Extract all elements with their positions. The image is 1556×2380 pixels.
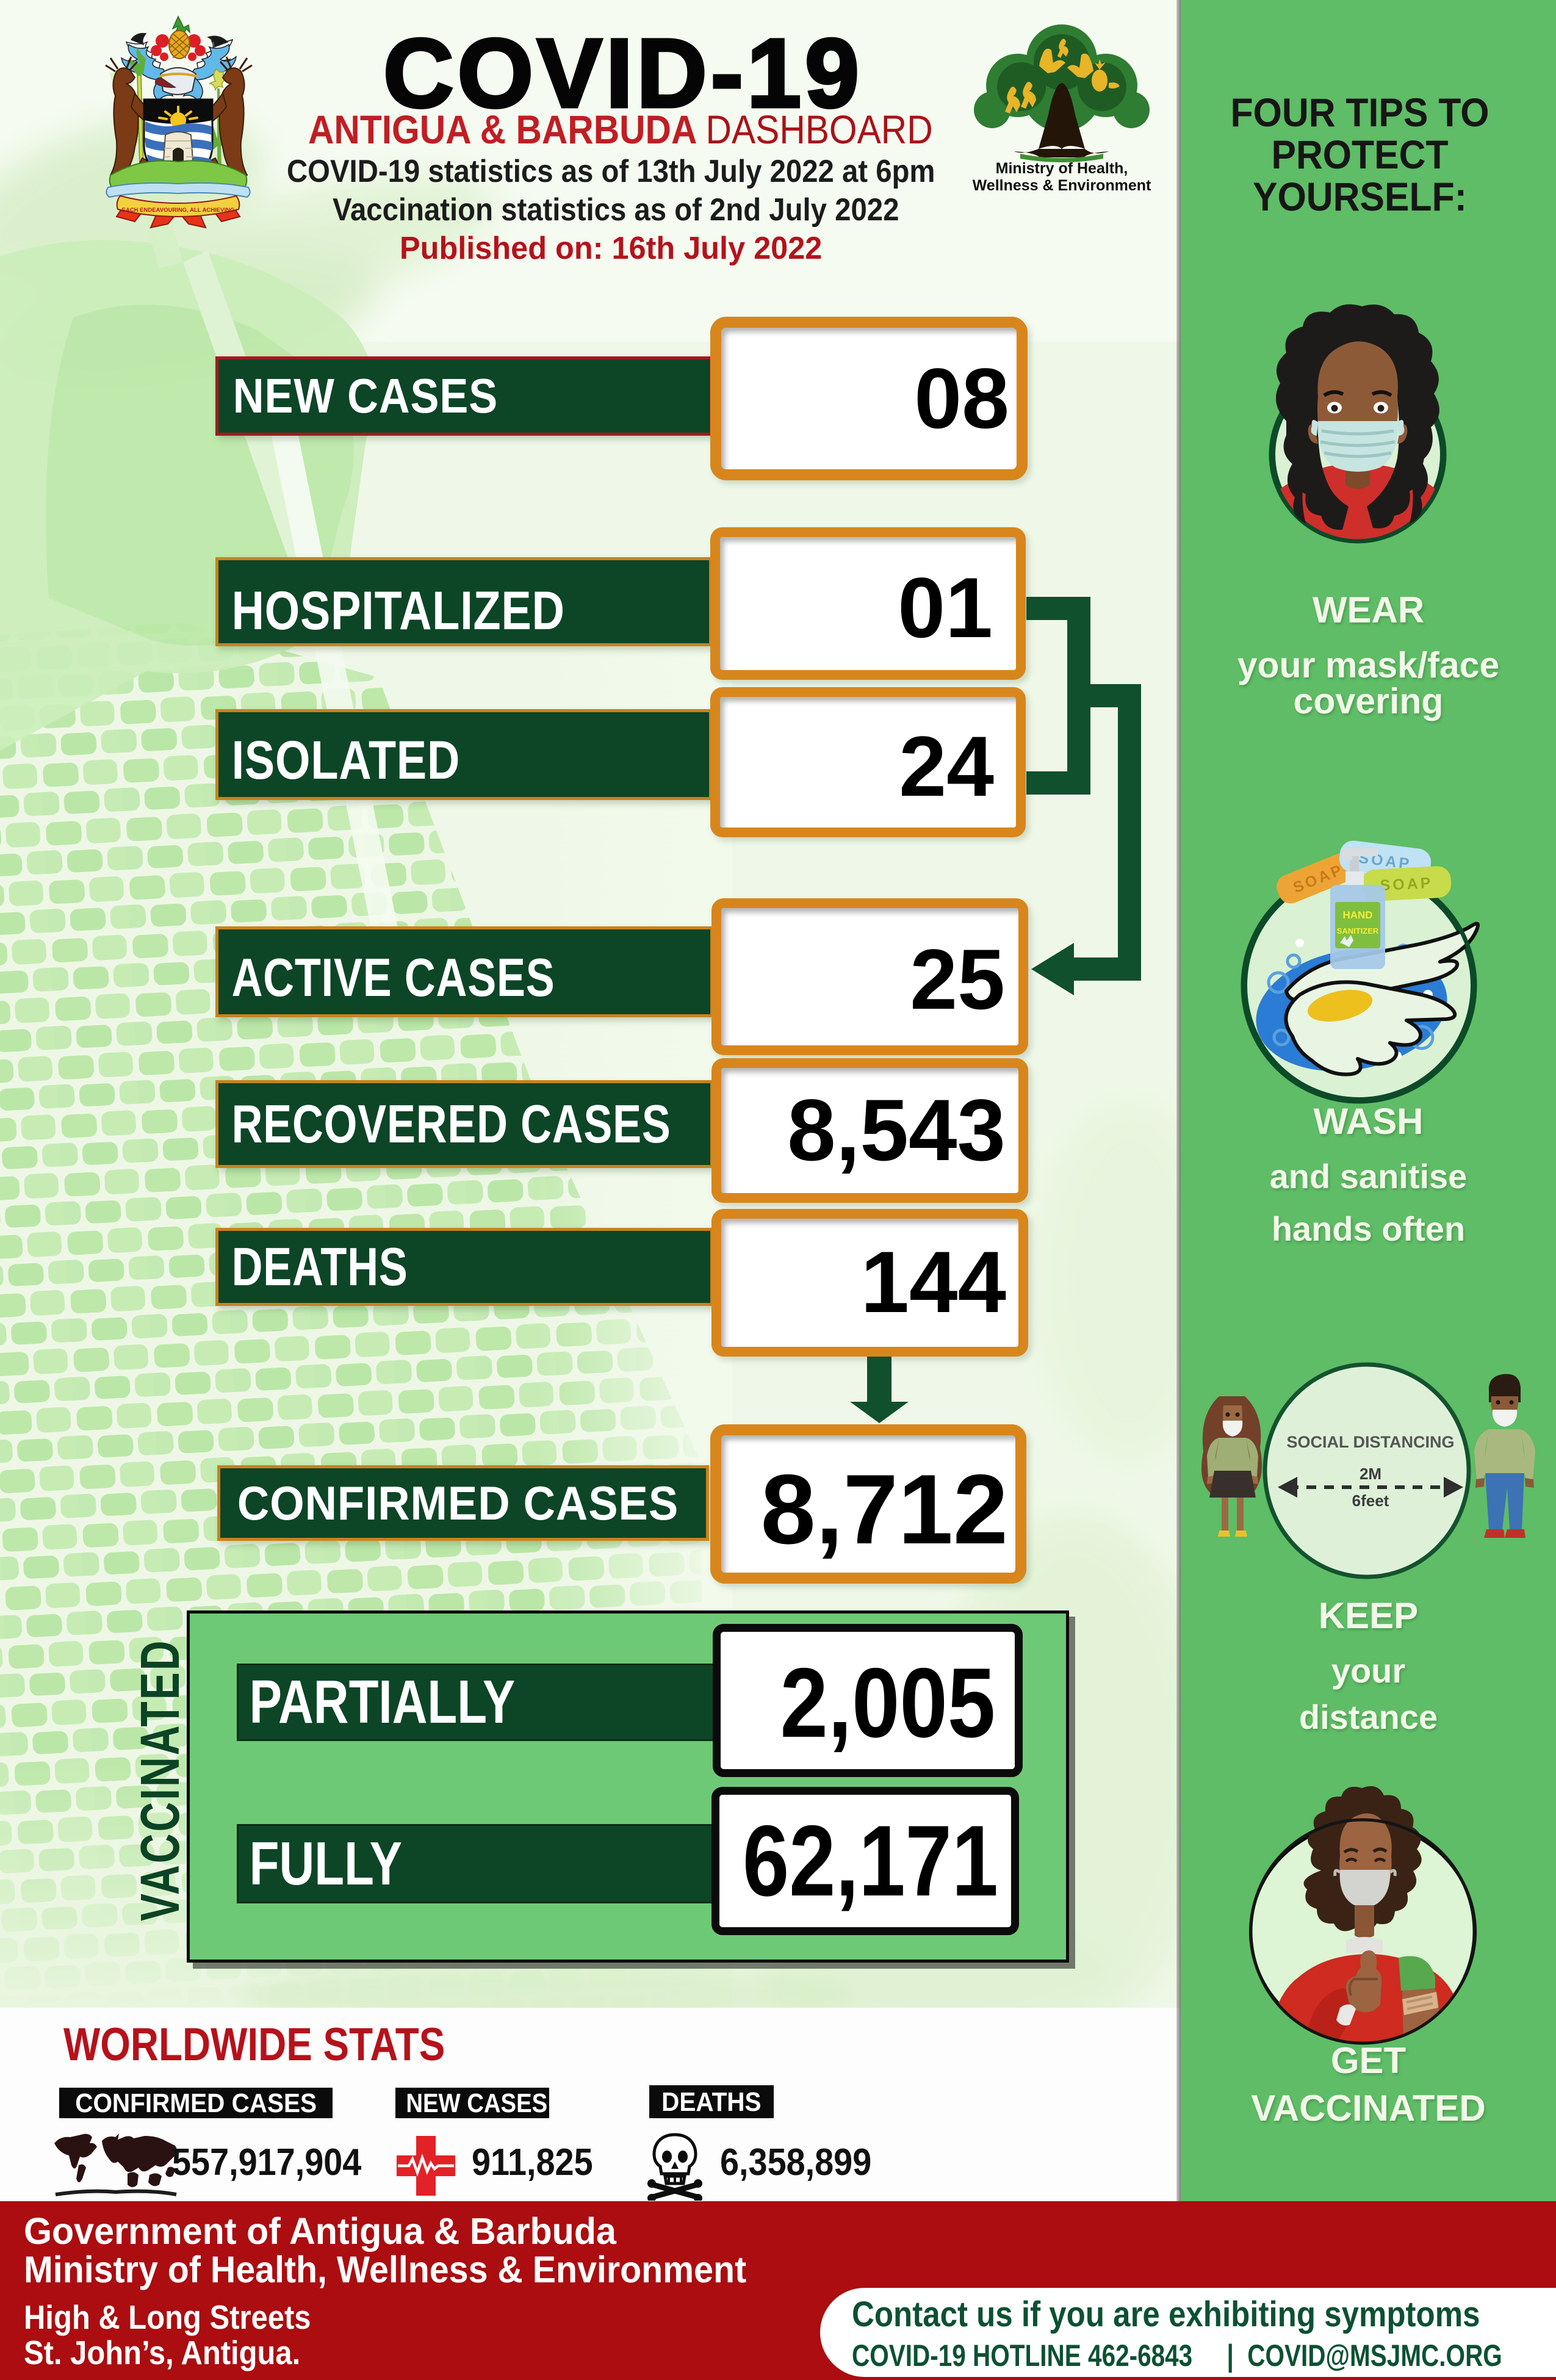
- svg-text:HAND: HAND: [1342, 909, 1372, 921]
- svg-text:SOCIAL DISTANCING: SOCIAL DISTANCING: [1286, 1433, 1454, 1451]
- svg-text:EACH ENDEAVOURING, ALL ACHIEVI: EACH ENDEAVOURING, ALL ACHIEVING: [122, 207, 235, 214]
- svg-text:2M: 2M: [1360, 1465, 1381, 1483]
- svg-text:SANITIZER: SANITIZER: [1337, 926, 1379, 936]
- svg-text:Ministry of Health,: Ministry of Health,: [996, 160, 1128, 177]
- svg-text:Wellness & Environment: Wellness & Environment: [973, 177, 1151, 194]
- svg-text:6feet: 6feet: [1352, 1491, 1389, 1510]
- svg-text:SOAP: SOAP: [1380, 874, 1433, 895]
